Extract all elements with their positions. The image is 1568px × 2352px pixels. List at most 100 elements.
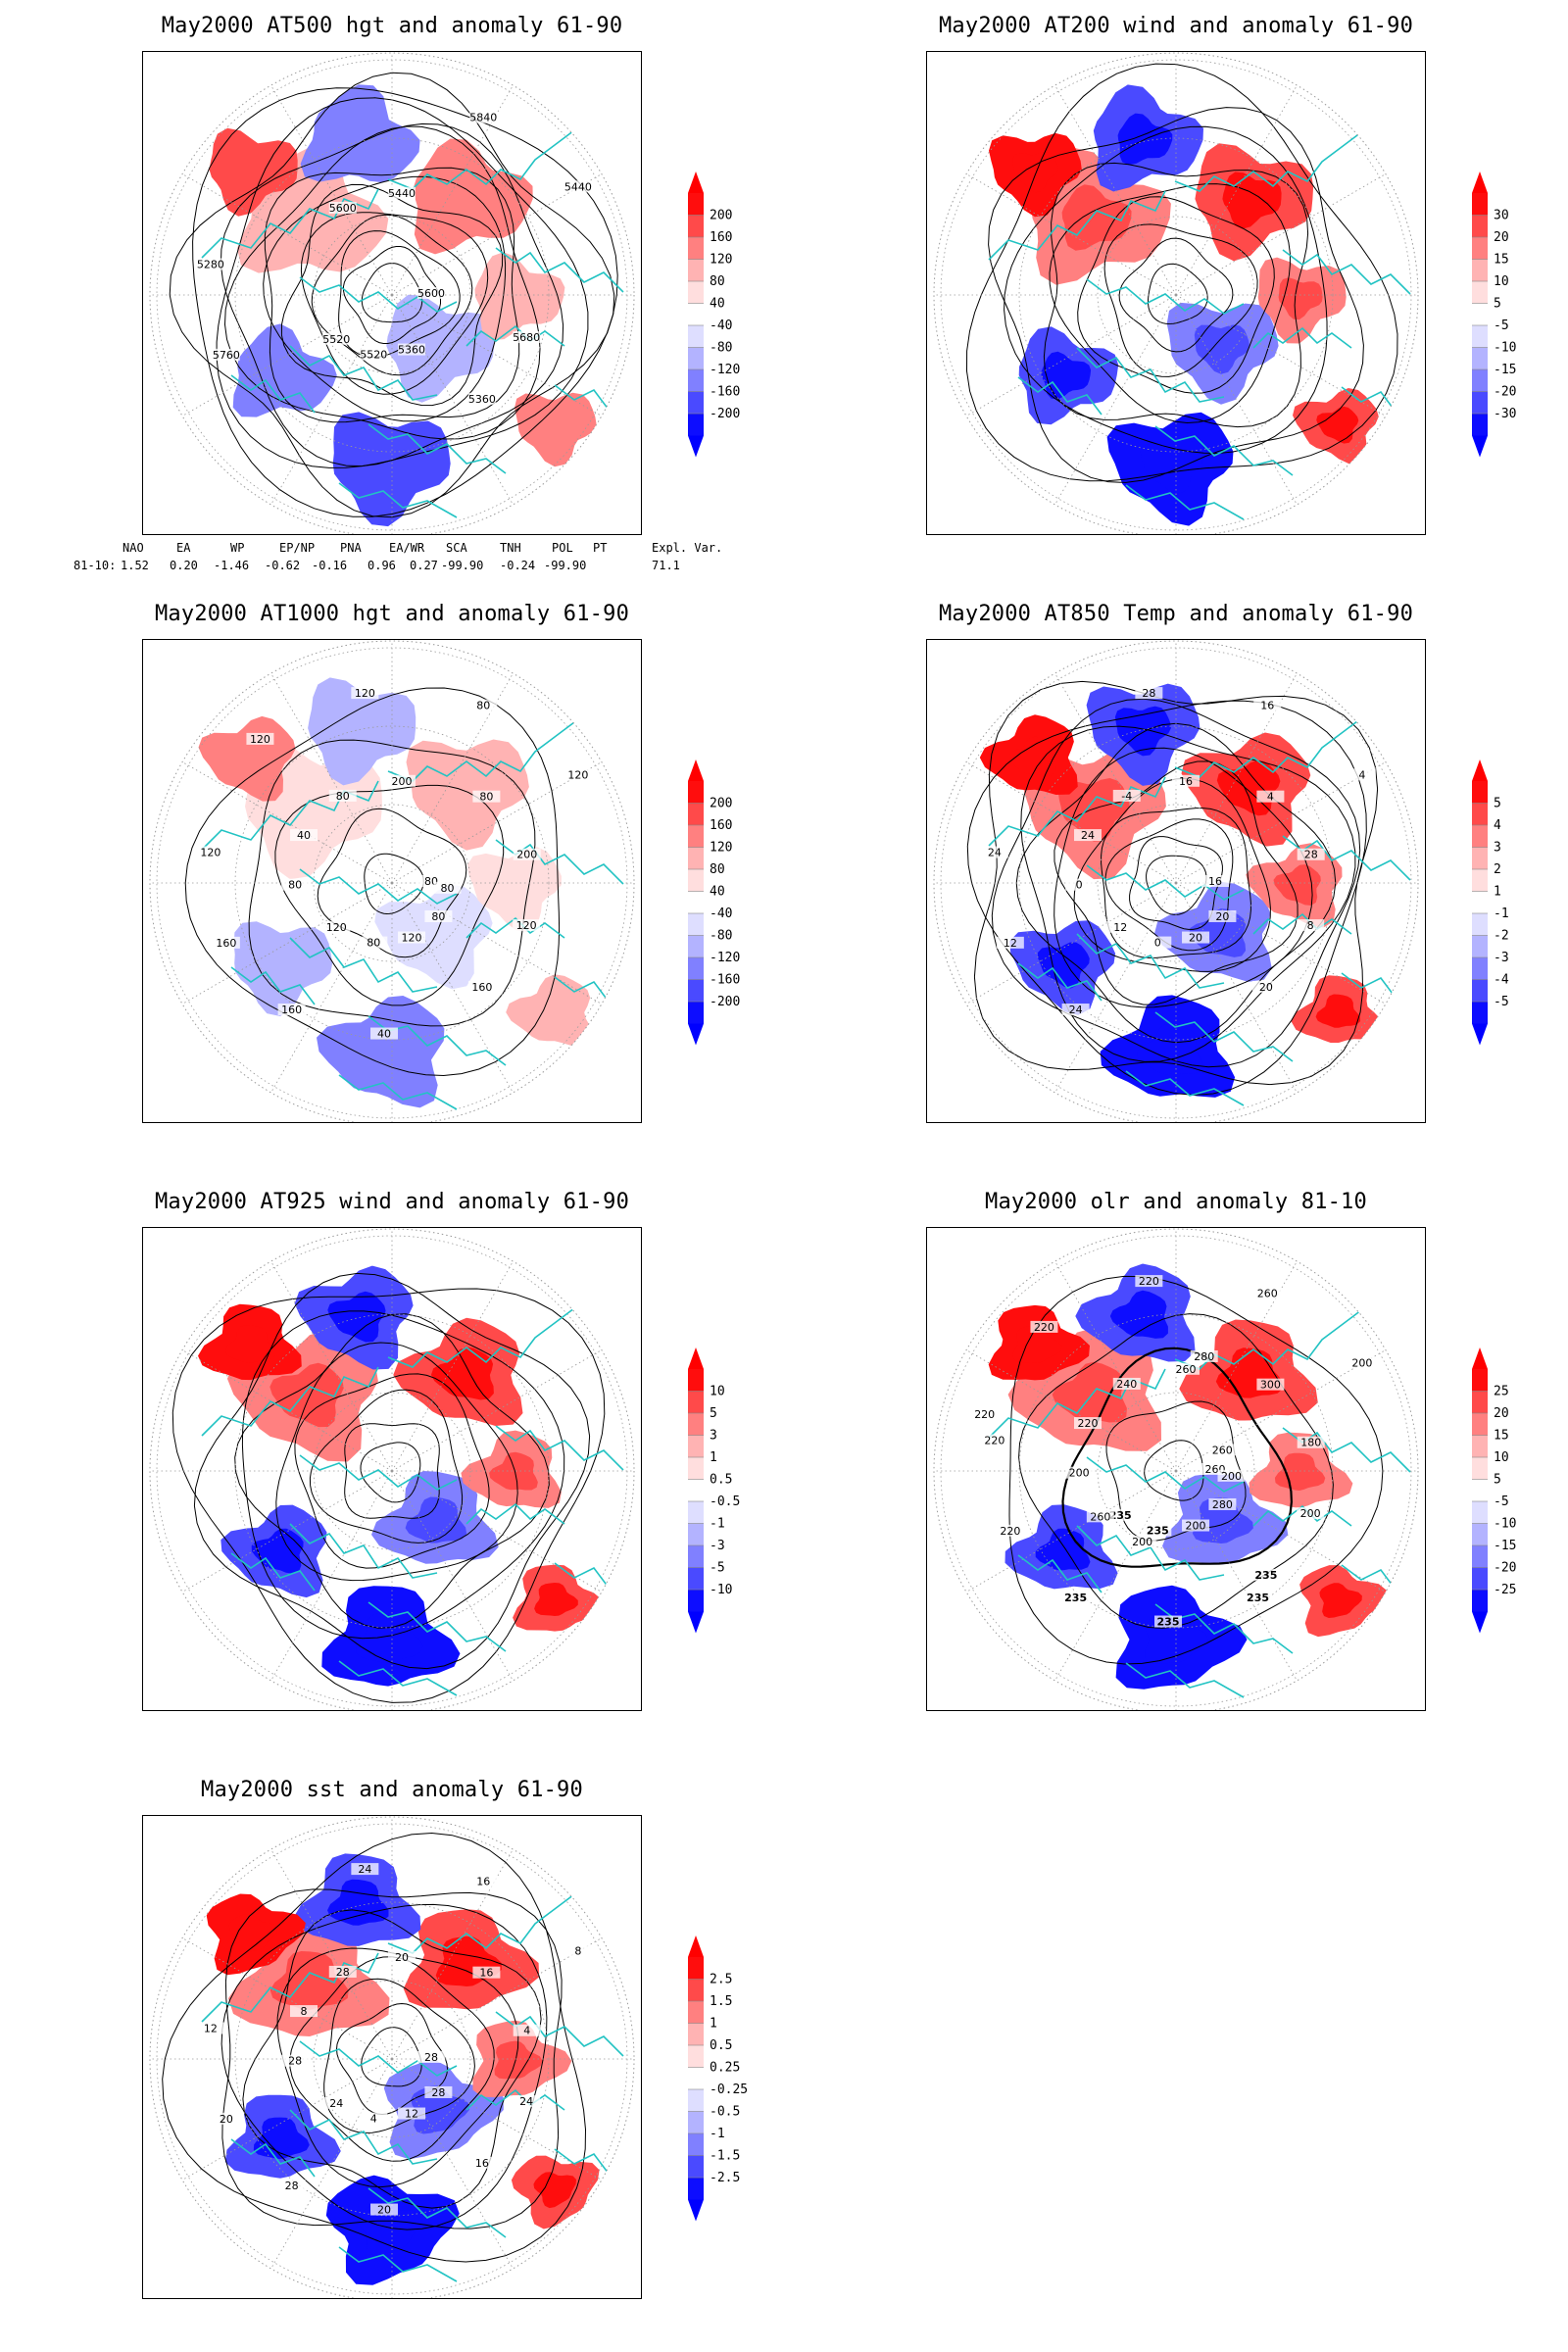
contour-label-bg bbox=[513, 2024, 541, 2036]
longitude-line bbox=[391, 2058, 603, 2180]
scale-label: 10 bbox=[1494, 274, 1509, 289]
contour-label-bg bbox=[328, 1965, 357, 1978]
coastline bbox=[387, 129, 575, 190]
contour-label-bg bbox=[417, 287, 445, 299]
scale-label: 20 bbox=[1494, 230, 1509, 245]
coastline bbox=[289, 2109, 438, 2165]
scale-label: -2 bbox=[1494, 929, 1509, 944]
scale-arrow-down bbox=[1472, 435, 1488, 458]
coastline bbox=[1282, 249, 1411, 295]
scale-arrow-up bbox=[688, 172, 704, 193]
contour-line bbox=[1004, 125, 1328, 455]
scale-swatch bbox=[688, 781, 704, 804]
longitude-line bbox=[1175, 173, 1387, 296]
contour-label-bg bbox=[1201, 875, 1229, 887]
color-scale-legend: 5 4 3 2 1 -1 -2 -3 -4 -5 bbox=[1470, 760, 1568, 1046]
longitude-line bbox=[1175, 1260, 1298, 1472]
latitude-circle bbox=[313, 1392, 471, 1550]
contour-label-bg bbox=[1061, 1592, 1090, 1604]
scale-swatch bbox=[688, 2045, 704, 2068]
latitude-circle bbox=[1097, 1392, 1255, 1550]
contour-label-bg bbox=[1086, 1510, 1114, 1523]
scale-label: -3 bbox=[1494, 951, 1509, 965]
panel-title: May2000 olr and anomaly 81-10 bbox=[985, 1190, 1367, 1214]
scale-label: 1 bbox=[1494, 885, 1501, 900]
contour-label: 12 bbox=[204, 2023, 218, 2035]
longitude-line bbox=[270, 294, 393, 506]
scale-swatch bbox=[688, 303, 704, 325]
coastline bbox=[230, 374, 316, 414]
scale-label: -1 bbox=[710, 2127, 725, 2141]
scale-swatch bbox=[1472, 414, 1488, 436]
contour-label: 220 bbox=[1078, 1417, 1099, 1430]
map-boundary bbox=[149, 1228, 635, 1710]
scale-label: 5 bbox=[1494, 297, 1501, 312]
scale-swatch bbox=[1472, 369, 1488, 392]
longitude-line bbox=[391, 761, 603, 884]
scale-swatch bbox=[688, 325, 704, 348]
color-scale-legend: 200 160 120 80 40 -40 -80 -120 -160 -200 bbox=[686, 760, 804, 1046]
contour-label: 28 bbox=[431, 2086, 445, 2099]
tele-value: -99.90 bbox=[441, 559, 484, 572]
scale-swatch bbox=[1472, 1457, 1488, 1480]
scale-label: 3 bbox=[710, 1429, 717, 1444]
contour-label: 24 bbox=[329, 2097, 343, 2110]
scale-arrow-down bbox=[688, 1611, 704, 1634]
contour-label: 220 bbox=[1000, 1525, 1020, 1538]
scale-label: 3 bbox=[1494, 841, 1501, 856]
map-boundary bbox=[933, 640, 1419, 1122]
coastline bbox=[387, 1307, 575, 1368]
color-scale-legend: 25 20 15 10 5 -5 -10 -15 -20 -25 bbox=[1470, 1348, 1568, 1634]
contour-label: 12 bbox=[1004, 937, 1017, 950]
longitude-line bbox=[1175, 1470, 1387, 1592]
scale-arrow-up bbox=[1472, 760, 1488, 781]
scale-label: 1 bbox=[710, 2017, 717, 2032]
contour-label: 28 bbox=[288, 2055, 302, 2068]
tele-header: TNH bbox=[500, 541, 521, 555]
contour-label-bg bbox=[1112, 1377, 1141, 1390]
scale-label: -15 bbox=[1494, 363, 1516, 377]
anomaly-shading bbox=[356, 1613, 423, 1664]
scale-label: -10 bbox=[1494, 341, 1516, 356]
longitude-line bbox=[391, 1349, 603, 1472]
anomaly-shading bbox=[228, 1914, 277, 1954]
scale-swatch bbox=[1472, 979, 1488, 1002]
anomaly-shading bbox=[1052, 1361, 1127, 1423]
coastline bbox=[1125, 1070, 1245, 1106]
scale-swatch bbox=[1472, 781, 1488, 804]
contour-label: 12 bbox=[405, 2108, 418, 2121]
scale-swatch bbox=[1472, 347, 1488, 369]
contour-label: -4 bbox=[1121, 790, 1132, 803]
anomaly-shading bbox=[233, 921, 333, 1016]
contour-label: 5520 bbox=[360, 349, 387, 362]
polar-map bbox=[926, 51, 1426, 535]
contour-label: 5360 bbox=[468, 393, 496, 406]
contour-label-bg bbox=[469, 111, 498, 123]
contour-label-bg bbox=[1135, 1275, 1163, 1288]
contour-label: 280 bbox=[1212, 1498, 1233, 1511]
coastline bbox=[230, 1552, 316, 1592]
contour-label: 16 bbox=[1260, 700, 1274, 712]
longitude-line bbox=[1175, 761, 1387, 884]
tele-value: 0.27 bbox=[410, 559, 438, 572]
contour-label: 80 bbox=[336, 790, 350, 803]
contour-line bbox=[338, 230, 461, 358]
contour-label-bg bbox=[370, 1027, 399, 1040]
contour-label: 160 bbox=[471, 981, 492, 994]
contour-label-bg bbox=[290, 829, 318, 842]
contour-label-bg bbox=[1144, 936, 1172, 949]
scale-swatch bbox=[688, 847, 704, 869]
scale-swatch bbox=[1472, 1523, 1488, 1545]
contour-label-bg bbox=[281, 878, 310, 891]
contour-label-bg bbox=[1253, 699, 1282, 711]
contour-label-bg bbox=[467, 980, 496, 993]
contour-line bbox=[1129, 836, 1223, 930]
scale-swatch bbox=[1472, 891, 1488, 913]
scale-swatch bbox=[688, 259, 704, 281]
panel-500hpa-height: May2000 AT500 hgt and anomaly 61-90 5600… bbox=[0, 0, 784, 588]
contour-label: 20 bbox=[395, 1951, 409, 1964]
longitude-line bbox=[270, 1848, 393, 2060]
longitude-line bbox=[965, 294, 1177, 416]
tele-value: 0.20 bbox=[170, 559, 198, 572]
contour-label: 16 bbox=[479, 1967, 493, 1980]
